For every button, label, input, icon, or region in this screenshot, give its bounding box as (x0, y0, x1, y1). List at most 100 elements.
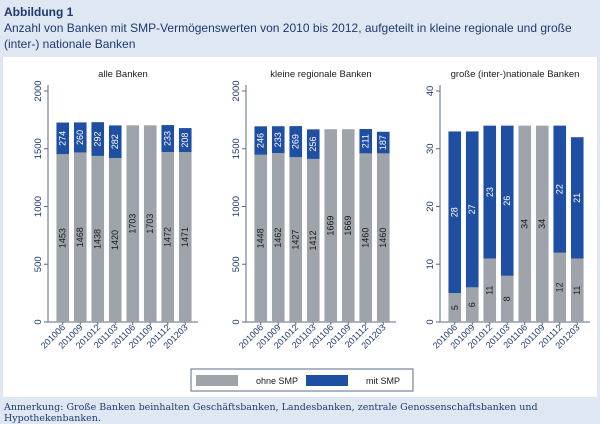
y-tick-label: 0 (33, 319, 44, 324)
data-label-mit-smp: 26 (502, 196, 512, 206)
data-label-ohne-smp: 34 (537, 219, 547, 229)
y-tick-label: 1500 (231, 138, 242, 159)
bar-ohne-smp (465, 287, 479, 322)
bar-ohne-smp (254, 154, 268, 322)
data-label-mit-smp: 21 (572, 193, 582, 203)
legend: ohne SMP mit SMP (190, 368, 414, 392)
data-label-mit-smp: 27 (467, 204, 477, 214)
bar-ohne-smp (56, 154, 70, 322)
data-label-ohne-smp: 6 (467, 302, 477, 307)
data-label-ohne-smp: 1420 (110, 230, 120, 250)
bar-mit-smp (359, 128, 373, 154)
bar-ohne-smp (178, 152, 192, 322)
bar-ohne-smp (289, 157, 303, 322)
data-label-mit-smp: 233 (273, 132, 283, 147)
data-label-ohne-smp: 1427 (291, 230, 301, 250)
data-label-mit-smp: 269 (291, 134, 301, 149)
bar-mit-smp (108, 125, 122, 158)
bar-ohne-smp (306, 158, 320, 322)
data-label-ohne-smp: 1703 (128, 214, 138, 234)
chart-area: alle Banken 0 500 1000 1500 2000 1453 274 20 10 0 6… (3, 57, 597, 397)
y-tick-label: 2000 (231, 80, 242, 101)
legend-swatch (196, 375, 238, 386)
y-tick-label: 0 (231, 319, 242, 324)
data-label-mit-smp: 208 (180, 133, 190, 148)
y-tick-label: 1000 (33, 196, 44, 217)
y-tick-label: 0 (425, 319, 436, 324)
bar-ohne-smp (483, 258, 497, 322)
data-label-mit-smp: 292 (93, 132, 103, 147)
legend-label: mit SMP (366, 376, 400, 386)
data-label-ohne-smp: 34 (520, 219, 530, 229)
bar-mit-smp (91, 122, 105, 156)
data-label-ohne-smp: 1472 (163, 227, 173, 247)
bar-mit-smp (465, 131, 479, 288)
data-label-ohne-smp: 12 (555, 282, 565, 292)
bar-mit-smp (376, 131, 390, 154)
data-label-ohne-smp: 1462 (273, 228, 283, 248)
data-label-ohne-smp: 11 (572, 286, 582, 295)
bar-mit-smp (271, 126, 285, 154)
panel-title: große (inter-)nationale Banken (451, 69, 580, 80)
bar-mit-smp (570, 137, 584, 259)
data-label-ohne-smp: 1448 (256, 228, 266, 248)
legend-swatch (306, 375, 348, 386)
data-label-mit-smp: 23 (485, 187, 495, 197)
y-tick-label: 2000 (33, 80, 44, 101)
bar-mit-smp (289, 126, 303, 158)
data-label-mit-smp: 187 (378, 135, 388, 150)
charts-svg: alle Banken 0 500 1000 1500 2000 1453 274 20 10 0 6… (33, 69, 590, 392)
data-label-ohne-smp: 1412 (308, 230, 318, 250)
data-label-ohne-smp: 5 (450, 305, 460, 310)
y-tick-label: 10 (425, 259, 436, 270)
panel-kleine-regionale-banken: kleine regionale Banken 0 500 1000 1500 2000 1… (231, 69, 396, 351)
legend-label: ohne SMP (256, 376, 298, 386)
data-label-mit-smp: 282 (110, 134, 120, 149)
data-label-ohne-smp: 1669 (326, 216, 336, 236)
bar-mit-smp (448, 131, 462, 294)
bar-mit-smp (178, 128, 192, 153)
y-tick-label: 30 (425, 143, 436, 154)
data-label-ohne-smp: 1460 (361, 228, 371, 248)
panel-title: kleine regionale Banken (270, 69, 371, 80)
data-label-ohne-smp: 1669 (343, 216, 353, 236)
data-label-ohne-smp: 8 (502, 296, 512, 301)
y-tick-label: 1500 (33, 138, 44, 159)
bar-ohne-smp (535, 125, 549, 323)
data-label-ohne-smp: 11 (485, 286, 495, 295)
data-label-ohne-smp: 1453 (58, 228, 68, 248)
data-label-mit-smp: 246 (256, 133, 266, 148)
bar-mit-smp (553, 125, 567, 253)
data-label-ohne-smp: 1460 (378, 228, 388, 248)
bar-mit-smp (483, 125, 497, 259)
bar-mit-smp (73, 122, 87, 153)
panel-grosse-banken: große (inter-)nationale Banken 0 10 20 30 40 5… (425, 69, 590, 351)
data-label-mit-smp: 233 (163, 131, 173, 146)
bar-mit-smp (500, 125, 514, 276)
bar-ohne-smp (108, 157, 122, 322)
data-label-mit-smp: 274 (58, 131, 68, 146)
figure-title: Anzahl von Banken mit SMP-Vermögenswerte… (4, 21, 572, 51)
panel-title: alle Banken (98, 69, 148, 80)
data-label-ohne-smp: 1438 (93, 229, 103, 249)
data-label-ohne-smp: 1703 (145, 214, 155, 234)
bar-ohne-smp (448, 293, 462, 322)
legend-box (190, 368, 414, 392)
data-label-ohne-smp: 1471 (180, 227, 190, 247)
bar-mit-smp (254, 126, 268, 155)
data-label-ohne-smp: 1468 (75, 227, 85, 247)
y-tick-label: 1000 (231, 196, 242, 217)
bar-ohne-smp (324, 129, 338, 322)
bar-ohne-smp (553, 252, 567, 322)
bar-mit-smp (56, 122, 70, 155)
bar-ohne-smp (376, 153, 390, 322)
bar-ohne-smp (570, 258, 584, 322)
data-label-mit-smp: 28 (450, 207, 460, 217)
data-label-mit-smp: 22 (555, 184, 565, 194)
bar-ohne-smp (73, 152, 87, 322)
bar-ohne-smp (500, 275, 514, 322)
bar-ohne-smp (359, 153, 373, 322)
bar-ohne-smp (161, 151, 175, 322)
bar-mit-smp (306, 129, 320, 159)
bar-ohne-smp (518, 125, 532, 323)
